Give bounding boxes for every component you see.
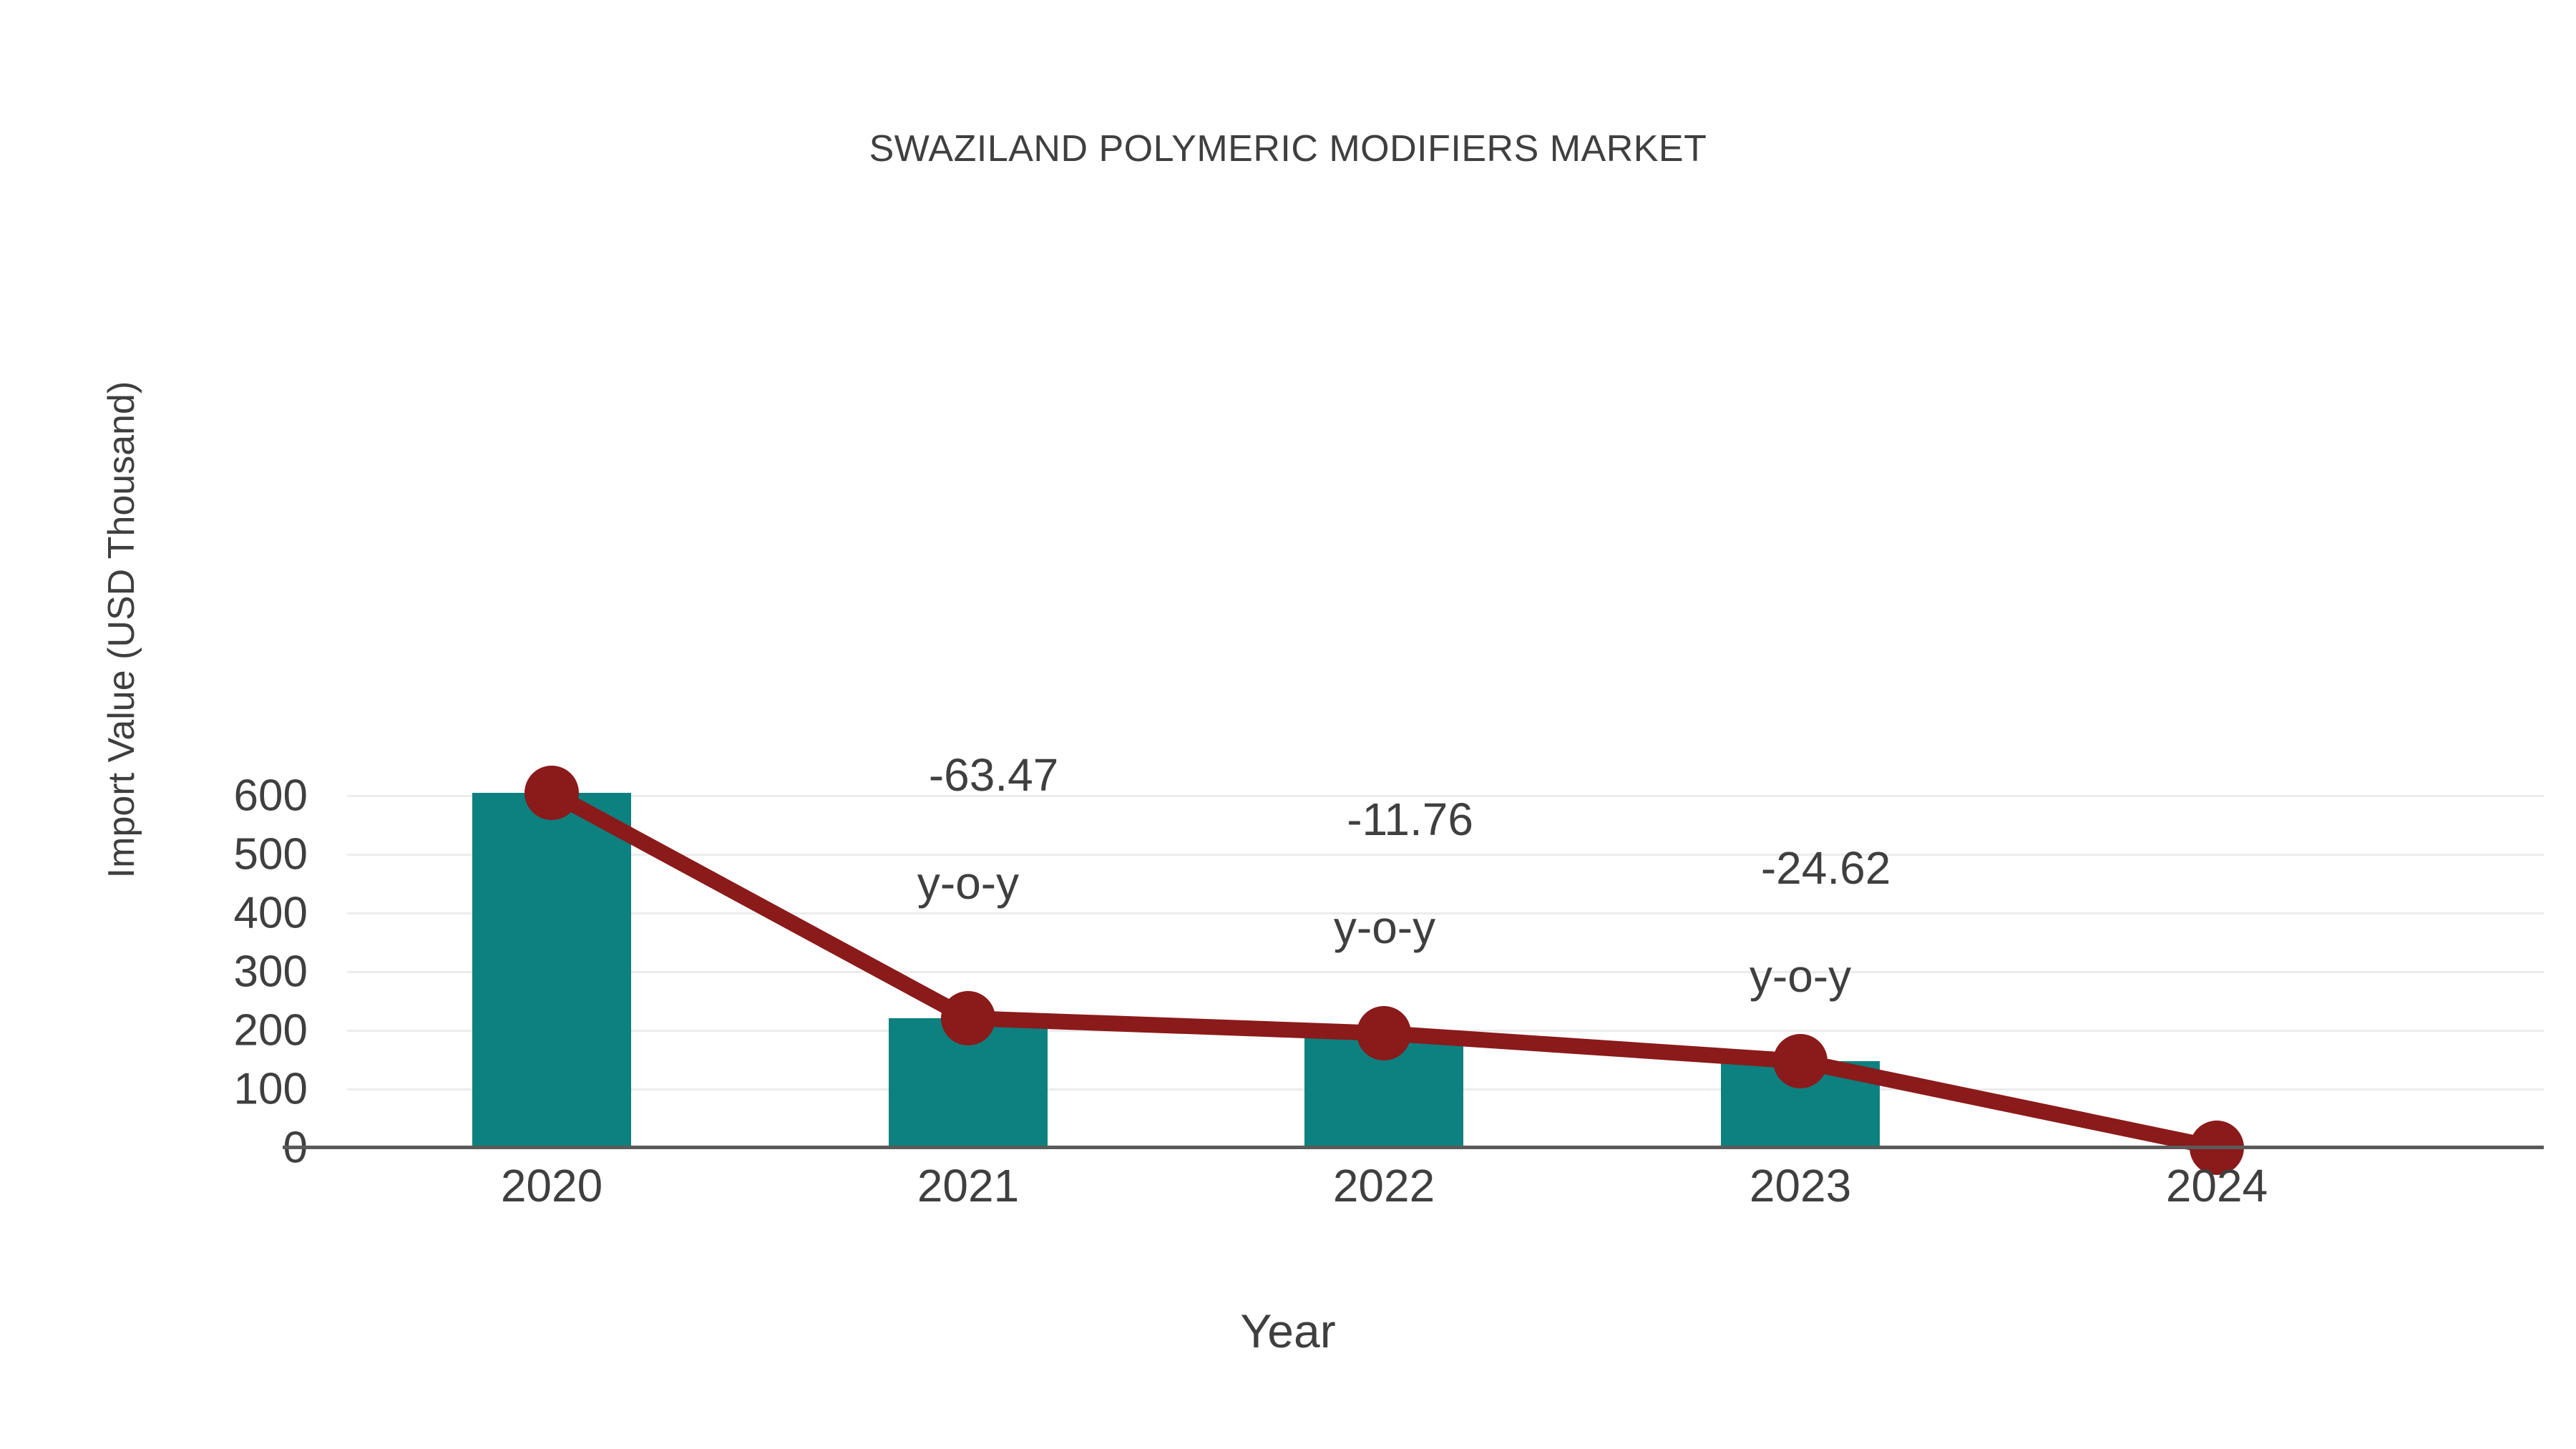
y-tick-label-600: 600 [233, 771, 308, 821]
annotation-2023: -24.62 y-o-y [1614, 787, 1986, 1111]
gridline-600 [347, 795, 2544, 797]
annotation-2022: -11.76 y-o-y [1199, 738, 1571, 1063]
data-point-2023[interactable] [1773, 1034, 1828, 1088]
x-tick-label-2021: 2021 [917, 1160, 1020, 1211]
x-tick-label-2020: 2020 [500, 1160, 603, 1211]
annotation-2022-value: -11.76 [1347, 793, 1473, 845]
data-point-2020[interactable] [525, 766, 579, 820]
data-point-2022[interactable] [1357, 1006, 1411, 1060]
gridline-500 [347, 854, 2544, 856]
bar-2020[interactable] [472, 793, 631, 1148]
y-tick-label-500: 500 [233, 829, 308, 879]
data-point-2021[interactable] [941, 991, 995, 1045]
y-tick-label-400: 400 [233, 888, 308, 938]
x-tick-label-2022: 2022 [1332, 1160, 1435, 1211]
chart-title: SWAZILAND POLYMERIC MODIFIERS MARKET [869, 128, 1707, 170]
x-tick-label-2024: 2024 [2165, 1160, 2268, 1211]
x-axis-title: Year [1240, 1304, 1336, 1357]
bar-group [472, 793, 1880, 1148]
annotation-2021-unit: y-o-y [917, 857, 1020, 909]
annotation-2023-value: -24.62 [1760, 841, 1891, 894]
y-tick-label-100: 100 [233, 1064, 308, 1114]
annotation-2022-unit: y-o-y [1333, 901, 1436, 953]
annotation-2021-value: -63.47 [928, 748, 1059, 801]
x-axis-line [283, 1146, 2544, 1149]
gridline-400 [347, 912, 2544, 914]
y-tick-label-300: 300 [233, 947, 308, 997]
y-tick-label-200: 200 [233, 1005, 308, 1055]
annotation-2023-unit: y-o-y [1749, 950, 1852, 1002]
gridline-300 [347, 971, 2544, 973]
annotation-2021: -63.47 y-o-y [782, 694, 1154, 1018]
x-tick-label-2023: 2023 [1749, 1160, 1852, 1211]
